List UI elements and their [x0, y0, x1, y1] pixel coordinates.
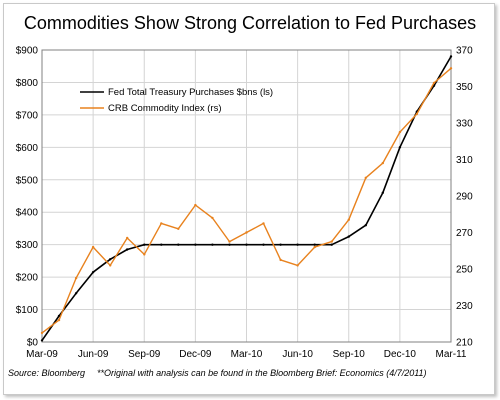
data-point-treasury	[449, 55, 453, 58]
data-point-crb	[415, 112, 419, 116]
data-point-crb	[364, 176, 367, 179]
legend: Fed Total Treasury Purchases $bns (ls) C…	[80, 87, 273, 114]
y-right-tick-label: 350	[456, 82, 473, 93]
y-left-tick-label: $0	[27, 338, 39, 349]
data-point-crb	[91, 245, 95, 249]
x-tick-label: Dec-09	[179, 349, 212, 360]
data-point-treasury	[40, 339, 44, 342]
y-left-tick-label: $600	[16, 143, 39, 154]
plot-area-border	[41, 49, 452, 343]
data-point-treasury	[126, 248, 129, 251]
data-point-crb	[40, 331, 44, 335]
y-right-tick-label: 210	[456, 338, 473, 349]
data-point-crb	[432, 81, 436, 85]
legend-label-treasury: Fed Total Treasury Purchases $bns (ls)	[108, 87, 273, 98]
data-point-treasury	[177, 243, 180, 246]
data-point-crb	[449, 67, 453, 70]
y-left-tick-label: $100	[16, 305, 39, 316]
data-point-crb	[262, 222, 265, 225]
x-tick-label: Sep-09	[128, 349, 161, 360]
y-right-tick-label: 370	[456, 46, 473, 57]
data-point-treasury	[228, 243, 231, 246]
source-label: Source: Bloomberg	[8, 368, 86, 378]
data-point-treasury	[91, 271, 95, 274]
data-point-treasury	[143, 243, 146, 246]
y-left-tick-label: $500	[16, 175, 39, 186]
data-point-treasury	[296, 243, 299, 246]
chart-title: Commodities Show Strong Correlation to F…	[23, 13, 477, 33]
series	[40, 55, 453, 342]
y-right-tick-label: 310	[456, 155, 473, 166]
data-point-crb	[74, 276, 78, 280]
y-left-tick-label: $300	[16, 240, 39, 251]
data-point-crb	[381, 161, 384, 165]
y-left-tick-label: $200	[16, 273, 39, 284]
x-tick-label: Mar-11	[436, 349, 467, 360]
y-left-tick-label: $700	[16, 110, 39, 121]
chart-frame	[3, 3, 495, 395]
data-point-treasury	[74, 292, 78, 295]
x-tick-label: Jun-09	[78, 349, 109, 360]
y-left-tick-label: $400	[16, 208, 39, 219]
data-point-crb	[109, 264, 112, 267]
data-point-treasury	[194, 243, 197, 246]
y-right-tick-label: 290	[456, 192, 473, 203]
data-point-crb	[279, 258, 282, 262]
y-right-tick-label: 330	[456, 119, 473, 130]
y-left-tick-label: $800	[16, 78, 39, 89]
data-point-crb	[143, 253, 146, 256]
data-point-treasury	[160, 243, 163, 246]
data-point-crb	[313, 245, 316, 249]
data-point-treasury	[330, 243, 333, 246]
data-point-crb	[347, 218, 350, 221]
data-point-treasury	[381, 191, 384, 194]
data-point-treasury	[211, 243, 214, 246]
y-right-tick-label: 230	[456, 301, 473, 312]
data-point-crb	[194, 203, 197, 207]
axes: $0 $100 $200 $300 $400 $500 $600 $700 $800 $900 21…	[16, 46, 473, 361]
data-point-treasury	[109, 258, 112, 261]
x-tick-label: Mar-09	[26, 349, 58, 360]
data-point-crb	[398, 130, 402, 134]
data-point-crb	[126, 236, 129, 240]
data-point-crb	[57, 318, 61, 322]
source-detail: **Original with analysis can be found in…	[97, 368, 427, 378]
data-point-crb	[245, 231, 248, 234]
data-point-treasury	[398, 146, 402, 149]
legend-label-crb: CRB Commodity Index (rs)	[108, 103, 222, 114]
data-point-crb	[330, 240, 333, 243]
y-right-tick-label: 270	[456, 228, 473, 239]
x-tick-label: Jun-10	[282, 349, 313, 360]
data-point-treasury	[313, 243, 316, 246]
x-tick-label: Sep-10	[333, 349, 366, 360]
y-right-tick-label: 250	[456, 265, 473, 276]
x-tick-label: Dec-10	[384, 349, 417, 360]
x-tick-label: Mar-10	[231, 349, 263, 360]
data-point-treasury	[347, 235, 350, 238]
gridlines	[42, 50, 451, 342]
data-point-treasury	[262, 243, 265, 246]
data-point-crb	[160, 222, 163, 225]
data-point-treasury	[364, 224, 367, 227]
data-point-crb	[177, 227, 180, 230]
data-point-crb	[228, 240, 231, 243]
data-point-treasury	[245, 243, 248, 246]
data-point-crb	[211, 216, 214, 220]
data-point-crb	[296, 264, 299, 267]
y-left-tick-label: $900	[16, 46, 39, 57]
source-note: Source: Bloomberg **Original with analysi…	[8, 368, 494, 378]
data-point-treasury	[279, 243, 282, 246]
data-point-treasury	[57, 314, 61, 318]
